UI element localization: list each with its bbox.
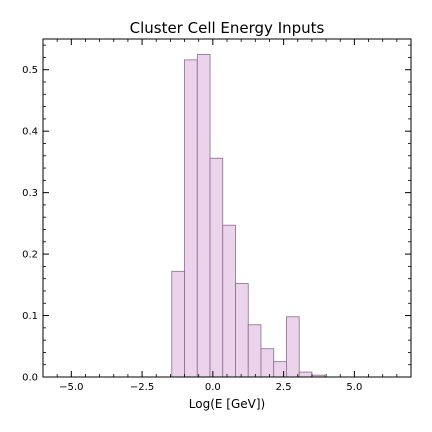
y-tick-label: 0.0 xyxy=(22,373,38,384)
y-tick-label: 0.4 xyxy=(22,127,38,138)
histogram-bar xyxy=(273,361,287,378)
y-tick-label: 0.3 xyxy=(22,188,38,199)
chart-title: Cluster Cell Energy Inputs xyxy=(130,19,325,37)
x-axis-label: Log(E [GeV]) xyxy=(189,397,265,411)
bars-group xyxy=(171,53,326,378)
histogram-bar xyxy=(298,371,313,378)
histogram-bar xyxy=(247,324,262,378)
x-tick-label: −5.0 xyxy=(59,382,83,393)
histogram-bar xyxy=(196,53,211,378)
x-tick-label: 0.0 xyxy=(205,382,221,393)
y-tick-label: 0.2 xyxy=(22,250,38,261)
histogram-bar xyxy=(184,59,198,378)
axis-ticks: −5.0 −2.5 0.0 2.5 5.0 0.0 0.1 0.2 0.3 0.4 0.5 xyxy=(22,39,412,393)
x-tick-label: 5.0 xyxy=(346,382,362,393)
y-tick-label: 0.1 xyxy=(22,311,38,322)
histogram-bar xyxy=(260,348,275,378)
histogram-bar xyxy=(286,316,300,378)
x-tick-label: 2.5 xyxy=(276,382,292,393)
histogram-bar xyxy=(235,283,249,378)
histogram-bar xyxy=(222,224,236,378)
y-tick-label: 0.5 xyxy=(22,65,38,76)
histogram-bar xyxy=(209,157,224,378)
histogram-bar xyxy=(171,270,185,378)
x-tick-label: −2.5 xyxy=(130,382,154,393)
